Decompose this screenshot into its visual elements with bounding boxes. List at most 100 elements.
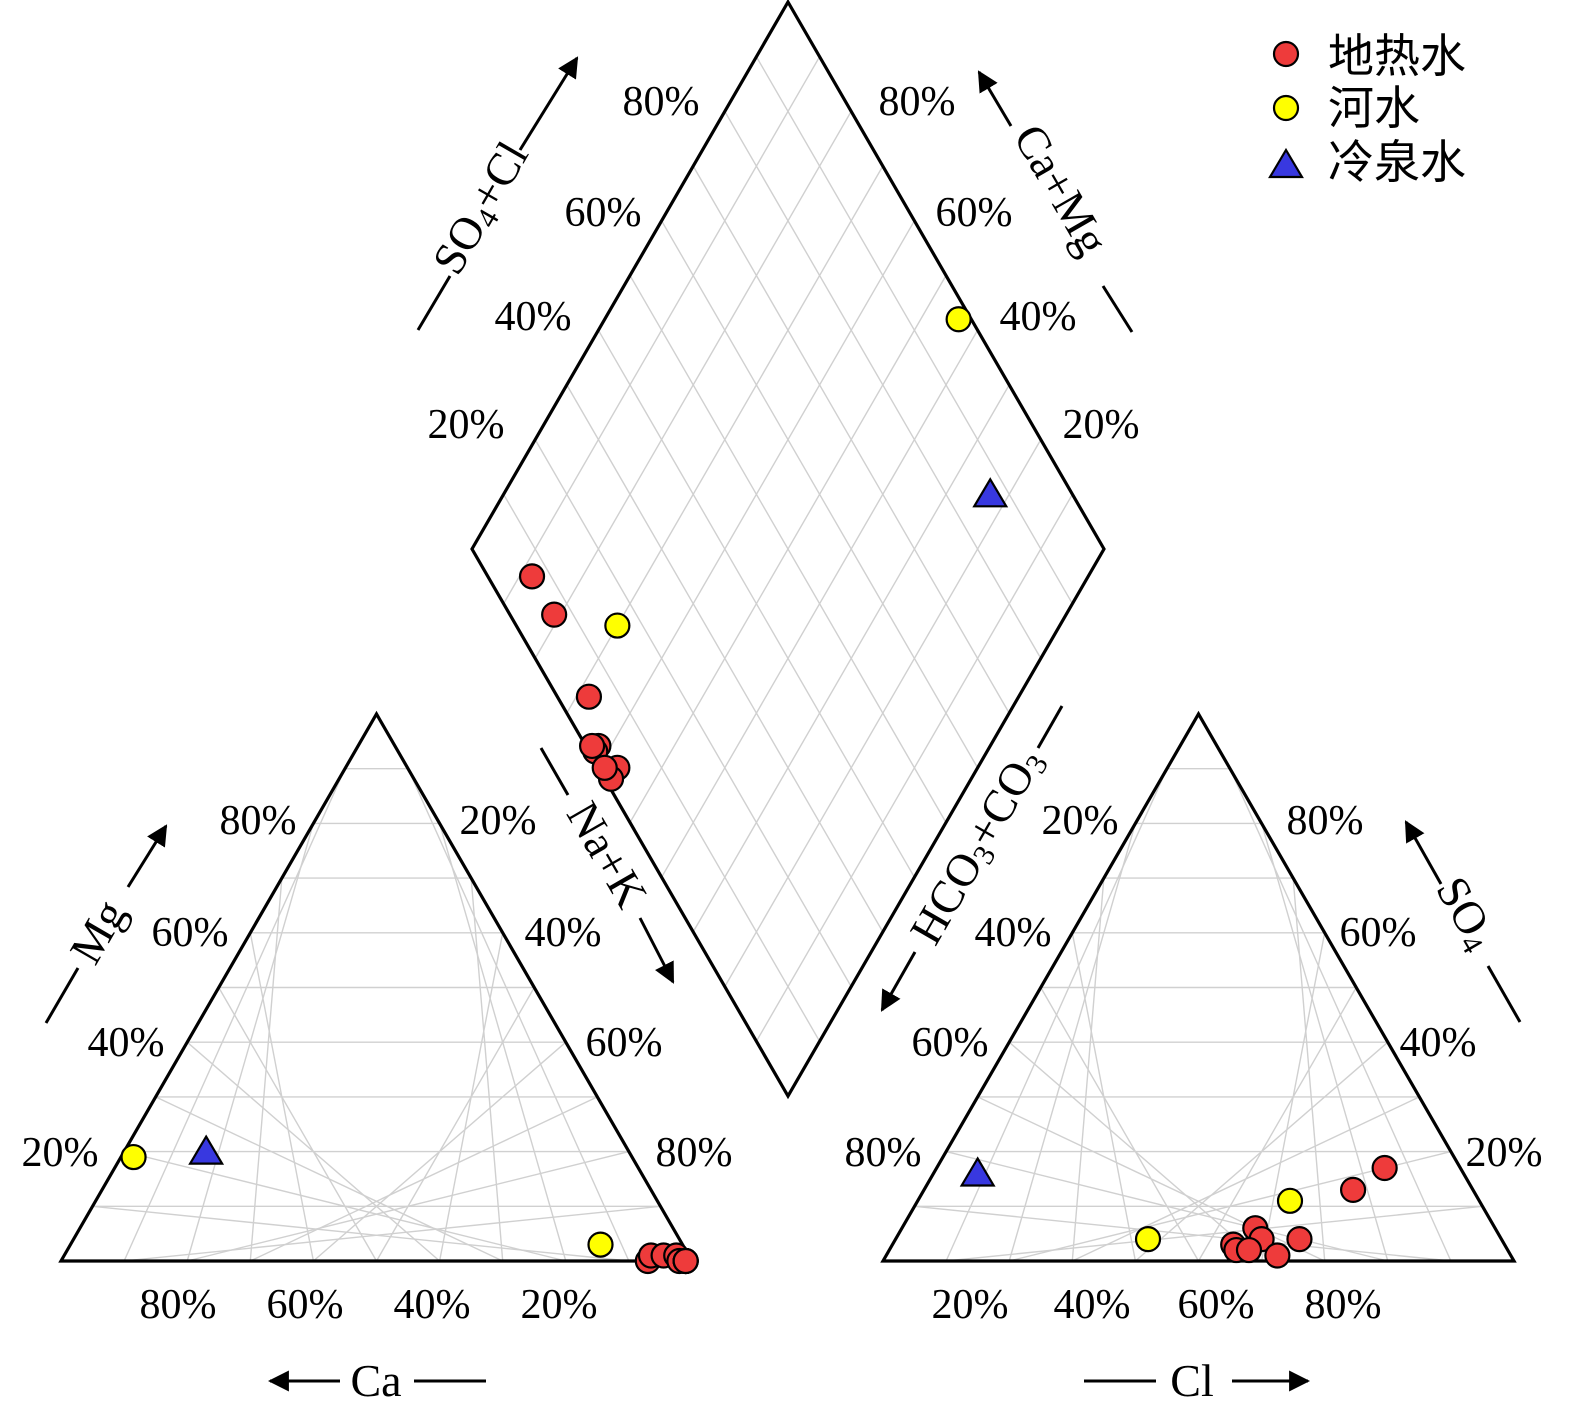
diamond-tick: 40% <box>1000 294 1077 340</box>
legend-label-river: 河水 <box>1328 81 1420 135</box>
grid-line <box>218 987 378 1262</box>
anion-right-tick: 60% <box>1340 910 1417 956</box>
diamond-upper-left-ticks: 20% 40% 60% 80% <box>428 79 700 448</box>
anion-left-ticks: 80% 60% 40% 20% <box>845 798 1119 1176</box>
legend-marker-river <box>1272 94 1300 122</box>
axis-cl: Cl <box>1084 1355 1311 1406</box>
data-point-circle <box>1286 1226 1313 1253</box>
cation-left-ticks: 20% 40% 60% 80% <box>22 798 297 1176</box>
cation-left-tick: 60% <box>152 910 229 956</box>
diamond-tick: 60% <box>936 190 1013 236</box>
data-point-circle <box>120 1143 147 1171</box>
axis-so4cl-label: SO4+Cl <box>422 133 541 284</box>
cation-right-tick: 20% <box>460 798 537 844</box>
axis-so4-line <box>1486 965 1522 1023</box>
data-point-triangle <box>188 1134 225 1165</box>
axis-mg-line <box>44 967 80 1024</box>
axis-mg-label: Mg <box>60 891 136 972</box>
data-point-circle <box>1235 1236 1263 1264</box>
axis-so4cl-arrow <box>518 56 579 151</box>
grid-line <box>123 1150 566 1262</box>
axis-ca: Ca <box>267 1355 486 1406</box>
diamond-tick: 80% <box>623 79 700 125</box>
grid-line <box>155 1096 503 1262</box>
grid-line <box>470 878 504 1262</box>
diamond-tick: 40% <box>495 294 572 340</box>
data-point-circle <box>1371 1154 1398 1182</box>
legend-label-cold-spring: 冷泉水 <box>1328 135 1466 189</box>
grid-line <box>1260 932 1326 1262</box>
axis-nak-label: Na+K <box>557 793 658 916</box>
grid-line <box>1229 768 1452 1262</box>
data-point-circle <box>1264 1242 1291 1269</box>
cation-left-tick: 20% <box>22 1130 99 1176</box>
axis-so4cl-text2: +Cl <box>459 133 538 219</box>
data-point-circle <box>587 1231 614 1258</box>
grid-line <box>92 1205 629 1262</box>
axis-so4cl: SO4+Cl <box>416 56 579 331</box>
axis-so4-label: SO4 <box>1424 868 1508 959</box>
grid-line <box>724 111 1042 659</box>
axis-so4cl-line <box>416 275 452 331</box>
data-points <box>120 306 1398 1275</box>
data-point-circle <box>541 601 568 628</box>
legend-label-geothermal: 地热水 <box>1328 29 1466 83</box>
grid-line <box>375 987 535 1262</box>
anion-right-tick: 80% <box>1287 798 1364 844</box>
grid-line <box>597 220 916 769</box>
data-point-circle <box>1276 1187 1304 1214</box>
data-point-triangle <box>972 477 1009 508</box>
anion-right-tick: 40% <box>1400 1020 1477 1066</box>
axis-nak-arrow <box>638 917 675 984</box>
anion-bottom-ticks: 20% 40% 60% 80% <box>932 1282 1382 1328</box>
data-point-circle <box>1134 1226 1162 1253</box>
triangle-frame <box>58 710 695 1263</box>
axis-camg-arrow <box>977 70 1013 127</box>
anion-bottom-tick: 40% <box>1054 1282 1131 1328</box>
diamond-tick: 20% <box>428 402 505 448</box>
diamond-tick: 60% <box>565 190 642 236</box>
data-point-circle <box>518 563 546 590</box>
grid-line <box>629 275 947 823</box>
axis-mg: Mg <box>44 824 168 1024</box>
grid-line <box>945 1150 1388 1262</box>
diamond-tick: 80% <box>879 79 956 125</box>
grid-line <box>1260 823 1389 1262</box>
grid-line <box>1292 878 1326 1262</box>
data-point-circle <box>575 683 603 710</box>
cation-bottom-ticks: 80% 60% 40% 20% <box>140 1282 598 1328</box>
axis-so4: SO4 <box>1404 820 1522 1023</box>
grid-line <box>1040 987 1200 1262</box>
anion-bottom-tick: 80% <box>1305 1282 1382 1328</box>
data-point-circle <box>604 612 631 639</box>
grid-line <box>660 220 979 769</box>
grid-line <box>186 1041 441 1262</box>
anion-left-tick: 60% <box>912 1020 989 1066</box>
anion-bottom-tick: 60% <box>1178 1282 1255 1328</box>
cation-bottom-tick: 40% <box>394 1282 471 1328</box>
data-point-circle <box>578 732 606 760</box>
axis-hco3: HCO3+CO3 <box>880 705 1064 1012</box>
cation-left-tick: 40% <box>88 1020 165 1066</box>
axis-camg-line <box>1101 285 1134 333</box>
cation-left-tick: 80% <box>220 798 297 844</box>
triangle-frame <box>880 710 1517 1263</box>
grid-line <box>755 56 1074 605</box>
legend: 地热水 河水 冷泉水 <box>1268 29 1466 189</box>
cation-bottom-tick: 20% <box>521 1282 598 1328</box>
axis-mg-arrow <box>126 824 168 888</box>
grid-line <box>438 823 567 1262</box>
axis-camg-label: Ca+Mg <box>1004 116 1119 264</box>
legend-marker-geothermal <box>1272 40 1300 68</box>
axis-so4-arrow <box>1404 820 1443 885</box>
anion-right-ticks: 80% 60% 40% 20% <box>1287 798 1543 1176</box>
grid-line <box>438 932 504 1262</box>
anion-left-tick: 80% <box>845 1130 922 1176</box>
cation-bottom-tick: 80% <box>140 1282 217 1328</box>
cation-right-ticks: 20% 40% 60% 80% <box>460 798 733 1176</box>
grid-line <box>407 768 630 1262</box>
data-point-circle <box>1339 1176 1367 1203</box>
legend-marker-cold-spring <box>1268 147 1304 179</box>
axis-hco3-line <box>1036 705 1064 749</box>
